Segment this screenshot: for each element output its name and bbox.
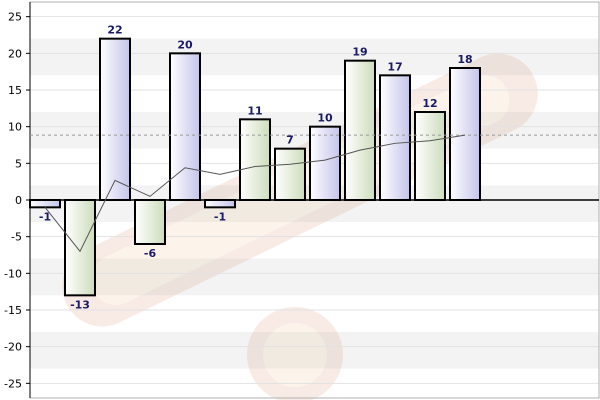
bars <box>29 37 481 297</box>
data-label: -1 <box>39 210 51 223</box>
bar <box>379 74 411 201</box>
data-label: -13 <box>70 298 90 311</box>
y-tick-label: -25 <box>4 377 22 390</box>
data-label: 20 <box>177 38 193 51</box>
y-tick-label: 5 <box>15 157 22 170</box>
bar <box>134 199 166 245</box>
y-tick-label: -5 <box>11 231 22 244</box>
y-tick-label: 15 <box>8 84 22 97</box>
band <box>30 295 599 332</box>
bar <box>64 199 96 297</box>
y-tick-label: 25 <box>8 11 22 24</box>
y-tick-label: -15 <box>4 304 22 317</box>
y-tick-label: 20 <box>8 47 22 60</box>
data-label: 10 <box>317 112 333 125</box>
y-tick-label: 10 <box>8 121 22 134</box>
band <box>30 222 599 259</box>
bar <box>169 52 201 202</box>
bar <box>344 59 376 201</box>
bar <box>99 37 131 201</box>
band <box>30 258 599 296</box>
band <box>30 332 599 369</box>
data-label: 17 <box>387 60 402 73</box>
bar <box>29 199 61 209</box>
bar <box>414 111 446 201</box>
y-axis: -25 -20 -15 -10 -5 0 5 10 15 20 25 <box>4 11 30 390</box>
bar <box>309 125 341 201</box>
bar <box>204 199 236 209</box>
y-tick-label: -20 <box>4 341 22 354</box>
data-label: 7 <box>286 134 294 147</box>
data-label: 12 <box>422 97 437 110</box>
lines <box>30 134 599 253</box>
data-label: 18 <box>457 53 472 66</box>
data-label: -6 <box>144 247 157 260</box>
data-labels: -1 -13 22 -6 20 -1 11 7 10 19 17 12 18 <box>39 24 473 312</box>
y-tick-label: 0 <box>15 194 22 207</box>
bar <box>449 67 481 201</box>
y-tick-label: -10 <box>4 267 22 280</box>
bar <box>239 118 271 201</box>
data-label: -1 <box>214 210 226 223</box>
bar <box>274 147 306 202</box>
band <box>30 2 599 39</box>
data-label: 11 <box>247 104 262 117</box>
running-average-line <box>44 134 466 253</box>
data-label: 19 <box>352 46 367 59</box>
data-label: 22 <box>107 24 122 37</box>
